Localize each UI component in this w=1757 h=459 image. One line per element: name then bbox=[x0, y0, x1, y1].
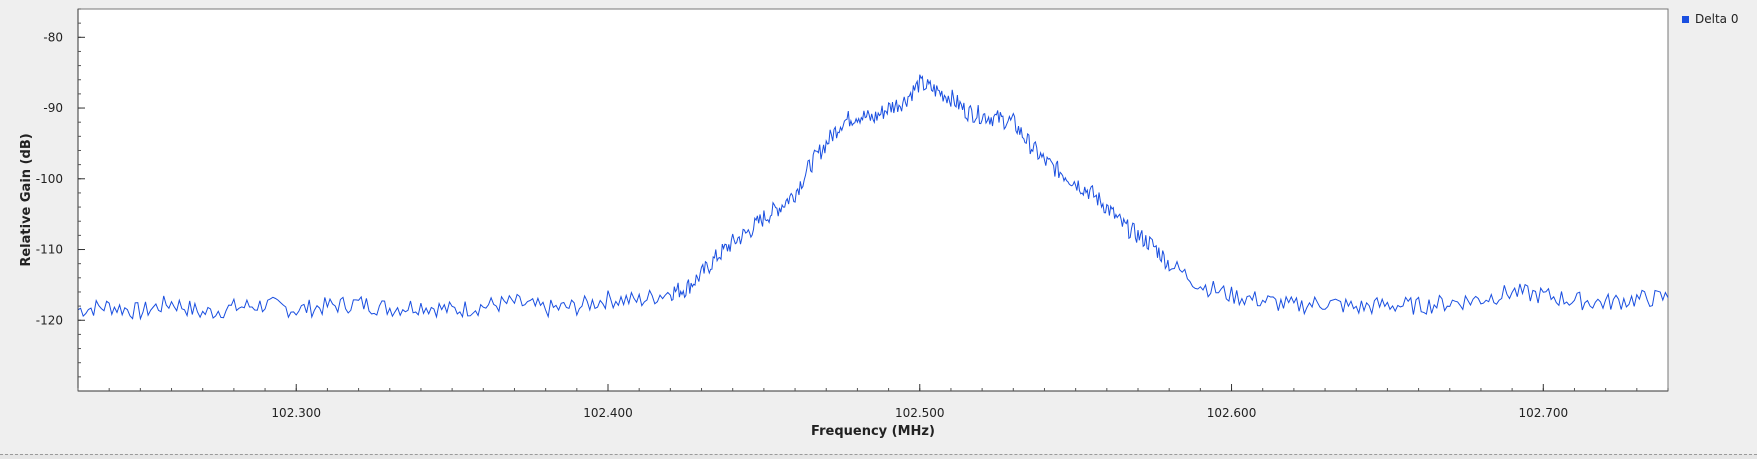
x-tick-label: 102.700 bbox=[1518, 406, 1568, 420]
x-tick-label: 102.500 bbox=[895, 406, 945, 420]
legend-swatch bbox=[1682, 16, 1689, 23]
y-tick-label: -100 bbox=[36, 172, 63, 186]
legend: Delta 0 bbox=[1682, 12, 1738, 26]
legend-entry[interactable]: Delta 0 bbox=[1695, 12, 1738, 26]
x-tick-label: 102.300 bbox=[271, 406, 321, 420]
series-points-0 bbox=[77, 83, 1669, 314]
x-axis-title: Frequency (MHz) bbox=[811, 424, 935, 439]
axes: 102.300 102.400 102.500 102.600 102.700 -80 -9… bbox=[19, 8, 1669, 439]
y-tick-label: -110 bbox=[36, 243, 63, 257]
plot-area[interactable] bbox=[77, 8, 1669, 392]
y-tick-label: -90 bbox=[43, 101, 63, 115]
y-tick-label: -120 bbox=[36, 313, 63, 327]
bottom-frame bbox=[0, 454, 1757, 459]
x-tick-label: 102.400 bbox=[583, 406, 633, 420]
y-tick-label: -80 bbox=[43, 30, 63, 44]
y-axis-title: Relative Gain (dB) bbox=[19, 133, 34, 266]
series-line-0 bbox=[77, 74, 1669, 321]
plot-background bbox=[77, 8, 1669, 392]
x-tick-label: 102.600 bbox=[1207, 406, 1257, 420]
series-lines bbox=[77, 74, 1669, 321]
